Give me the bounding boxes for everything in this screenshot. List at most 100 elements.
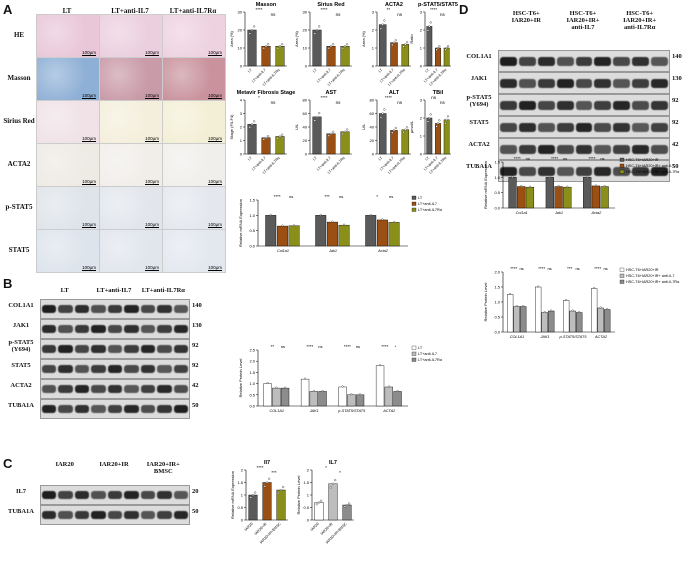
chart-title: IL7 — [329, 460, 337, 466]
bar — [541, 312, 548, 333]
legend-label: LT+anti-IL7 — [418, 352, 437, 356]
legend-swatch — [619, 267, 625, 272]
data-point — [281, 224, 284, 227]
data-point — [275, 386, 278, 389]
x-tick-label: LT — [378, 155, 384, 161]
data-point — [528, 185, 531, 188]
histology-tile: 100μm — [36, 57, 100, 101]
y-axis-label: Ratio — [409, 34, 414, 44]
sig-label: ns — [440, 12, 446, 17]
y-tick-label: 1 — [307, 493, 310, 498]
x-tick-label: Acta2 — [590, 211, 602, 215]
blot-band — [42, 325, 57, 334]
blot-band — [91, 385, 106, 394]
y-tick-label: 0.5 — [237, 505, 243, 510]
bar — [312, 116, 322, 155]
blot-band — [651, 145, 668, 154]
bar — [520, 306, 527, 333]
blot-band — [140, 385, 156, 394]
bar — [272, 387, 281, 407]
data-point — [263, 485, 266, 488]
blot-band — [613, 145, 631, 154]
y-tick-label: 80 — [303, 98, 308, 103]
y-tick-label: 1.0 — [249, 381, 255, 386]
scale-bar: 100μm — [208, 179, 222, 185]
blot-band — [613, 79, 631, 88]
bar — [288, 225, 300, 247]
data-point — [276, 47, 279, 50]
histo-row-label: STAT5 — [8, 246, 30, 254]
sig-label: ns — [575, 266, 579, 271]
y-axis-label: Relative mRNA Expression — [230, 471, 235, 519]
blot-column-label: HSC-T6+ IAR20+IR+ anti-IL7 — [566, 10, 600, 31]
sig-label: **** — [320, 95, 327, 100]
y-axis-label: U/L — [361, 123, 366, 130]
data-point — [406, 41, 409, 44]
histo-row-label: Masson — [7, 74, 31, 82]
bar — [315, 215, 327, 247]
blot-band — [556, 167, 574, 176]
histology-tile: 100μm — [36, 186, 100, 230]
data-point — [537, 285, 540, 288]
blot-band — [140, 511, 156, 520]
blot-band — [157, 305, 172, 314]
legend-swatch — [619, 163, 625, 168]
blot-band — [173, 325, 188, 334]
blot-strip — [40, 339, 190, 359]
blot-kda: 92 — [192, 362, 199, 369]
y-tick-label: 0.5 — [249, 392, 255, 397]
data-point — [402, 131, 405, 134]
data-point — [393, 220, 396, 223]
histology-tile: 100μm — [36, 143, 100, 187]
data-point — [435, 48, 438, 51]
legend-label: HSC-T6+IAR20+IR+ anti-IL7Rα — [626, 280, 680, 284]
data-point — [317, 501, 321, 504]
data-point — [429, 21, 432, 24]
chart-title: Il7 — [264, 460, 270, 466]
y-tick-label: 2 — [420, 28, 423, 33]
blot-kda: 140 — [192, 302, 202, 309]
scale-bar: 100μm — [208, 136, 222, 142]
y-tick-label: 1.5 — [249, 370, 255, 375]
blot-band — [632, 167, 650, 176]
sig-label: ns — [336, 12, 342, 17]
data-point — [277, 491, 280, 495]
x-tick-label: COL1A1 — [269, 409, 284, 413]
blot-band — [58, 365, 73, 374]
y-tick-label: 2.5 — [249, 348, 255, 353]
blot-band — [594, 79, 612, 88]
blot-band — [74, 325, 90, 334]
blot-band — [42, 405, 57, 414]
blot-band — [157, 345, 172, 354]
data-point — [346, 43, 349, 46]
data-point — [426, 29, 430, 32]
blot-column-label: HSC-T6+ IAR20+IR — [511, 10, 541, 24]
histology-tile: 100μm — [36, 14, 100, 58]
legend-label: HSC-T6+IAR20+IR+ anti-IL7Rα — [626, 170, 680, 174]
sig-label: **** — [538, 266, 545, 271]
y-tick-label: 2 — [240, 125, 243, 130]
data-point — [278, 45, 282, 48]
data-point — [381, 218, 384, 221]
scale-bar: 100μm — [145, 50, 159, 56]
blot-column-label: LT+anti-IL7 — [96, 287, 132, 294]
blot-column-label: IAR20+IR — [99, 461, 129, 468]
blot-band — [124, 491, 139, 500]
blot-band — [613, 101, 631, 110]
data-point — [391, 43, 394, 46]
blot-band — [575, 101, 593, 110]
legend-label: LT+anti-IL7Rα — [418, 208, 443, 212]
blot-band — [42, 365, 57, 374]
data-point — [586, 175, 589, 178]
x-tick-label: p-STAT5/STAT5 — [337, 409, 366, 413]
blot-strip — [40, 399, 190, 419]
y-tick-label: 0.5 — [494, 315, 500, 320]
chart-title: ACTA2 — [385, 2, 403, 8]
legend-label: LT — [418, 196, 423, 200]
bar — [378, 113, 387, 155]
data-point — [350, 393, 353, 396]
y-tick-label: 1.5 — [237, 480, 243, 485]
data-point — [446, 115, 450, 118]
blot-band — [651, 79, 668, 88]
blot-band — [42, 511, 57, 520]
